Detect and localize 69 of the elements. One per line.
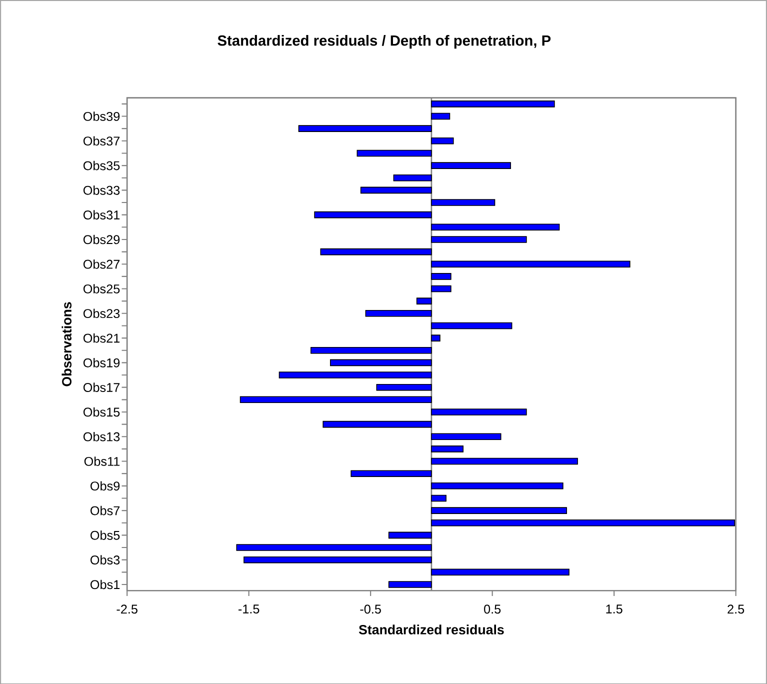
bar [320, 248, 432, 255]
bar [244, 556, 432, 564]
bar [322, 420, 432, 428]
bar [431, 198, 496, 206]
x-tick-label: 0.5 [484, 604, 501, 614]
bar [431, 568, 570, 576]
bar [431, 408, 527, 416]
bar [416, 297, 432, 304]
bar [365, 310, 432, 317]
x-tick-label: 2.5 [728, 604, 744, 614]
y-tick-label: Obs11 [84, 456, 120, 466]
bar [431, 236, 527, 243]
y-tick-label: Obs13 [83, 432, 120, 442]
y-tick-label: Obs37 [83, 136, 120, 146]
bar [431, 482, 564, 490]
y-tick-label: Obs9 [90, 481, 120, 490]
bar [388, 532, 432, 538]
bar [431, 494, 446, 502]
bar [431, 322, 512, 329]
bar [393, 174, 432, 182]
x-tick-label: -0.5 [360, 604, 381, 614]
y-tick-label: Obs3 [90, 554, 120, 564]
y-tick-label: Obs15 [83, 407, 120, 416]
bar [236, 544, 432, 551]
y-tick-label: Obs25 [83, 284, 120, 294]
bar [431, 162, 511, 169]
x-tick-label: -2.5 [116, 604, 138, 614]
bar [431, 260, 630, 268]
y-tick-label: Obs29 [83, 234, 120, 244]
bar [298, 124, 432, 132]
bar [431, 285, 452, 292]
bar [278, 371, 432, 378]
y-tick-label: Obs1 [90, 580, 120, 589]
bar [376, 384, 432, 391]
bar [356, 150, 432, 156]
y-tick-label: Obs17 [83, 382, 120, 392]
bar [431, 458, 578, 464]
bar [431, 100, 555, 108]
y-tick-label: Obs19 [83, 358, 120, 368]
bar [388, 580, 432, 588]
y-tick-label: Obs27 [83, 259, 120, 269]
y-tick-label: Obs21 [83, 333, 120, 342]
bar [310, 346, 432, 354]
bar [314, 211, 432, 218]
x-tick-label: -1.5 [238, 604, 260, 614]
y-tick-label: Obs5 [90, 530, 120, 540]
x-axis-title: Standardized residuals [358, 624, 504, 634]
y-tick-label: Obs31 [83, 210, 120, 220]
bar [431, 433, 502, 440]
bar [431, 334, 440, 342]
y-tick-label: Obs23 [83, 308, 120, 318]
bar [431, 137, 454, 144]
bar [431, 272, 452, 280]
y-tick-label: Obs33 [83, 185, 120, 195]
bar [431, 112, 450, 120]
bar [360, 186, 432, 194]
bar [240, 396, 432, 403]
y-axis-title: Observations [62, 302, 72, 386]
x-tick-label: 1.5 [606, 604, 622, 614]
y-tick-label: Obs7 [90, 506, 120, 515]
chart-title: Standardized residuals / Depth of penetration, P [218, 34, 551, 48]
bar [350, 470, 432, 477]
y-tick-label: Obs35 [83, 160, 120, 170]
bar [431, 224, 560, 230]
bar [431, 445, 464, 452]
bar [330, 359, 432, 366]
bar [431, 519, 736, 526]
bar [431, 506, 567, 514]
y-tick-label: Obs39 [83, 111, 120, 121]
